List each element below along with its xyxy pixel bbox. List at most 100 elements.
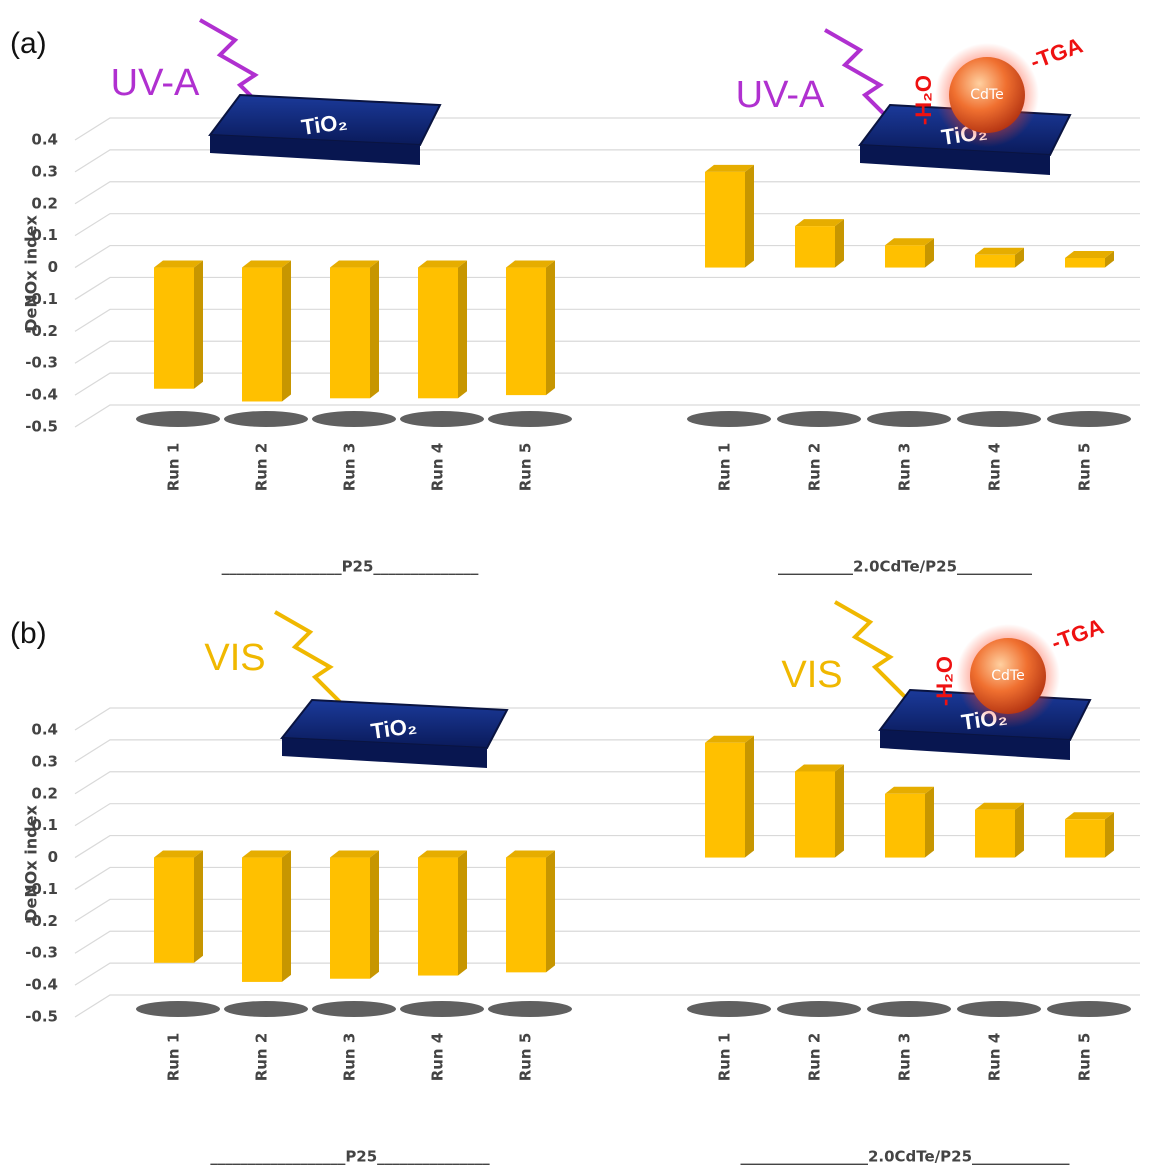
x-tick-label: Run 5 <box>1076 1033 1094 1082</box>
bar-side <box>745 164 754 268</box>
x-tick-label: Run 3 <box>341 443 359 492</box>
floor-shadow <box>312 411 396 427</box>
bar-top <box>885 786 934 794</box>
bar <box>330 267 370 399</box>
bar-side <box>370 850 379 979</box>
bar-top <box>705 735 754 743</box>
y-axis-label: DeNOx index <box>22 805 41 922</box>
bar-side <box>282 260 291 402</box>
y-tick-label: 0.3 <box>31 752 58 770</box>
bar-top <box>242 260 291 268</box>
y-tick-label: -0.1 <box>25 290 58 308</box>
bar-top <box>975 247 1024 255</box>
bar-top <box>885 238 934 246</box>
bar-top <box>242 850 291 858</box>
bar <box>506 857 546 973</box>
grid-line <box>74 771 1140 795</box>
bar-side <box>546 850 555 973</box>
bar <box>242 267 282 402</box>
bar <box>705 742 745 858</box>
x-tick-label: Run 1 <box>165 1033 183 1082</box>
x-tick-label: Run 3 <box>896 1033 914 1082</box>
bar-side <box>1015 802 1024 858</box>
bar-side <box>282 850 291 982</box>
x-tick-label: Run 2 <box>253 1033 271 1082</box>
bar-side <box>458 850 467 976</box>
floor-shadow <box>957 1001 1041 1017</box>
x-tick-label: Run 1 <box>716 443 734 492</box>
bar-side <box>370 260 379 399</box>
floor-shadow <box>136 1001 220 1017</box>
grid-line <box>74 117 1140 141</box>
x-tick-label: Run 4 <box>986 443 1004 492</box>
y-tick-label: 0.2 <box>31 784 58 802</box>
y-tick-label: 0.3 <box>31 162 58 180</box>
light-label: VIS <box>781 654 842 696</box>
bar-top <box>418 850 467 858</box>
bar <box>154 267 194 389</box>
x-tick-label: Run 2 <box>253 443 271 492</box>
bar-top <box>330 850 379 858</box>
bar-top <box>506 850 555 858</box>
floor-shadow <box>488 1001 572 1017</box>
floor-shadow <box>1047 411 1131 427</box>
floor-shadow <box>867 1001 951 1017</box>
bar-side <box>1015 247 1024 268</box>
ligand-tga: -TGA <box>1027 32 1086 74</box>
bar <box>418 857 458 976</box>
x-tick-label: Run 5 <box>517 1033 535 1082</box>
bar-top <box>330 260 379 268</box>
floor-shadow <box>400 411 484 427</box>
grid-line <box>74 707 1140 731</box>
grid-line <box>74 372 1140 396</box>
grid-line <box>74 866 1140 890</box>
grid-line <box>74 898 1140 922</box>
bar <box>885 245 925 268</box>
ligand-tga: -TGA <box>1048 613 1107 655</box>
y-tick-label: -0.2 <box>25 912 58 930</box>
bar-side <box>194 850 203 963</box>
grid-line <box>74 340 1140 364</box>
floor-shadow <box>488 411 572 427</box>
ligand-water: -H₂O <box>932 656 957 706</box>
group-label: __________2.0CdTe/P25__________ <box>778 558 1033 576</box>
bar-top <box>795 219 844 227</box>
particle-label: CdTe <box>970 87 1003 103</box>
y-tick-label: 0.4 <box>31 131 58 149</box>
grid-line <box>74 739 1140 763</box>
x-tick-label: Run 1 <box>165 443 183 492</box>
bar-side <box>835 219 844 268</box>
floor-shadow <box>957 411 1041 427</box>
y-tick-label: 0 <box>48 258 58 276</box>
floor-shadow <box>777 411 861 427</box>
slab-edge <box>860 145 1050 175</box>
bar-top <box>795 764 844 772</box>
bar-side <box>1105 250 1114 268</box>
slab-edge <box>282 738 487 768</box>
x-tick-label: Run 2 <box>806 443 824 492</box>
bar <box>975 809 1015 858</box>
bar-top <box>705 164 754 172</box>
light-label: VIS <box>204 637 265 679</box>
x-tick-label: Run 4 <box>429 443 447 492</box>
light-bolt <box>274 610 357 719</box>
bar <box>795 226 835 268</box>
bar-top <box>154 850 203 858</box>
slab-edge <box>210 135 420 165</box>
x-tick-label: Run 3 <box>896 443 914 492</box>
x-tick-label: Run 4 <box>429 1033 447 1082</box>
floor-shadow <box>687 411 771 427</box>
bar-top <box>506 260 555 268</box>
bar-top <box>154 260 203 268</box>
group-label: ________________P25______________ <box>222 558 479 576</box>
bar-top <box>1065 812 1114 820</box>
bar-side <box>745 735 754 858</box>
floor-shadow <box>1047 1001 1131 1017</box>
bar-side <box>925 238 934 268</box>
grid-line <box>74 308 1140 332</box>
light-bolt <box>834 600 917 709</box>
bar-top <box>1065 250 1114 258</box>
floor-shadow <box>312 1001 396 1017</box>
y-tick-label: -0.3 <box>25 354 58 372</box>
